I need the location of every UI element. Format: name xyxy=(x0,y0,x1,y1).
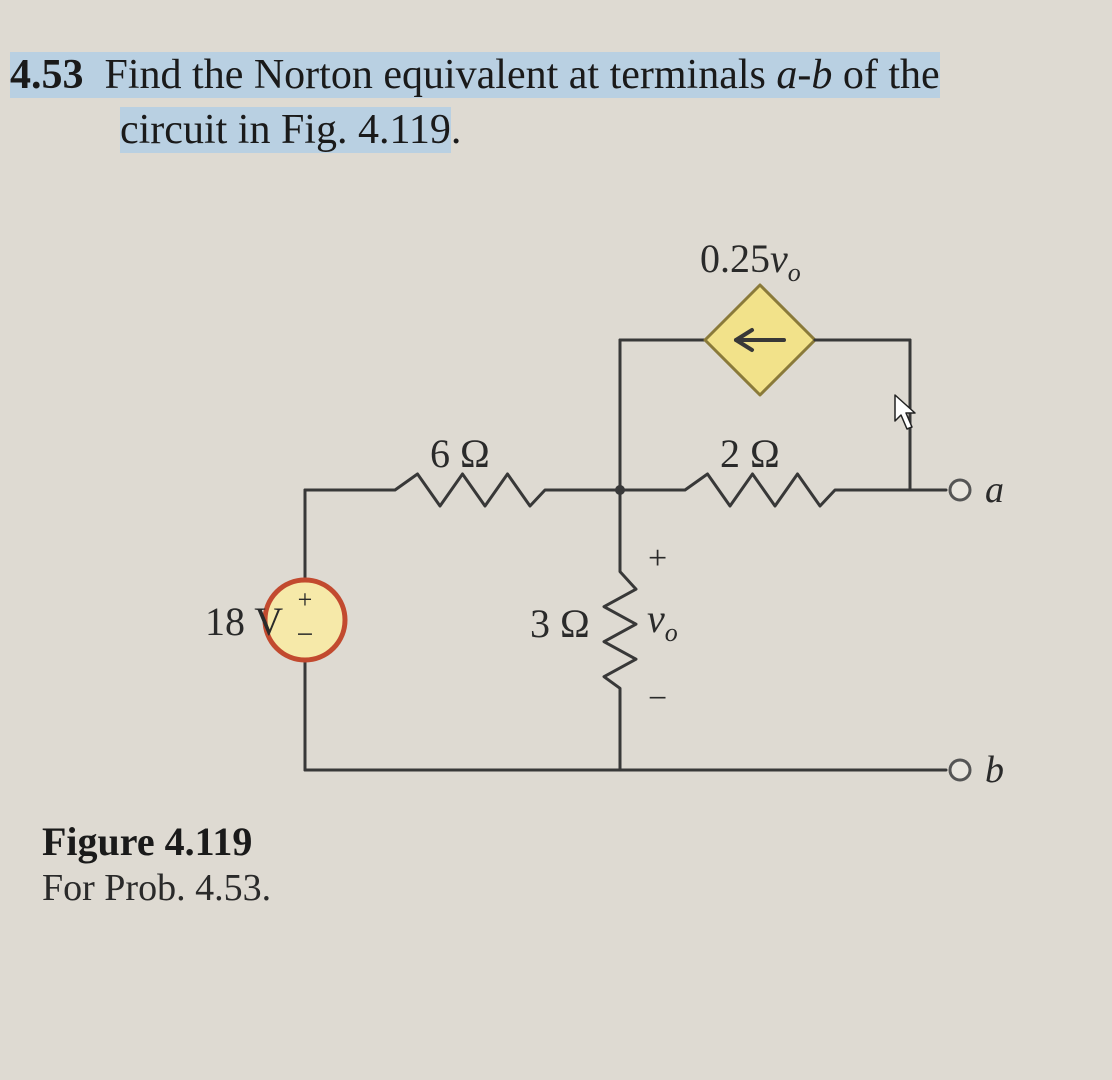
page-root: 4.53 Find the Norton equivalent at termi… xyxy=(0,0,1112,1080)
svg-text:+: + xyxy=(298,585,313,614)
svg-text:−: − xyxy=(297,618,314,651)
r3-label: 3 Ω xyxy=(530,600,590,647)
figure-title: Figure 4.119 xyxy=(42,818,252,865)
dep-source-label: 0.25vo xyxy=(700,235,801,288)
circuit-diagram: +− xyxy=(0,0,1112,1080)
vo-plus: + xyxy=(648,540,667,578)
terminal-b-label: b xyxy=(985,748,1004,792)
vo-label: vo xyxy=(647,595,678,648)
vo-minus: − xyxy=(648,680,667,718)
r2-label: 2 Ω xyxy=(720,430,780,477)
terminal-a-label: a xyxy=(985,468,1004,512)
figure-subtitle: For Prob. 4.53. xyxy=(42,866,271,910)
r6-label: 6 Ω xyxy=(430,430,490,477)
vsource-label: 18 V xyxy=(205,598,283,645)
